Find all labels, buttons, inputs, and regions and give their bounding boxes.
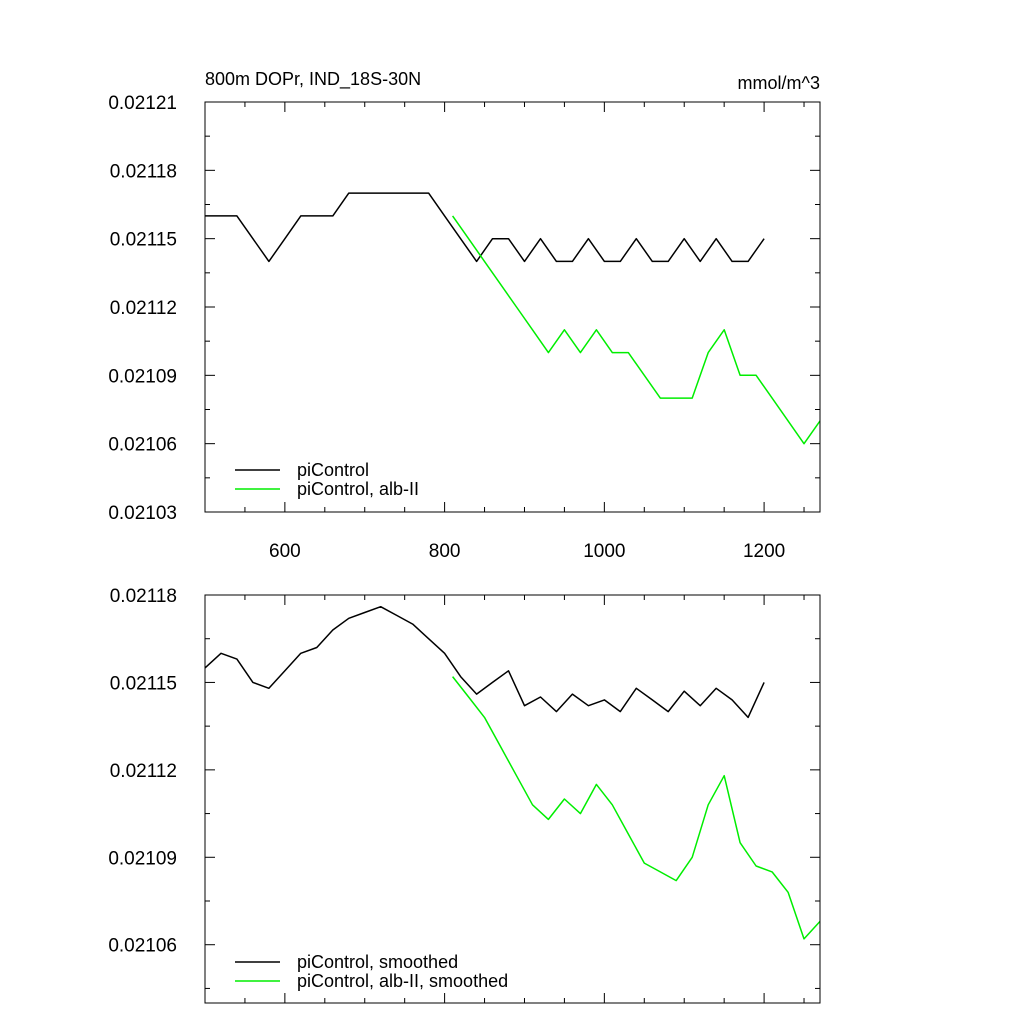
series-line-1-1 <box>452 676 821 940</box>
ytick-label-0: 0.02106 <box>108 936 177 957</box>
ytick-label-4: 0.02118 <box>110 586 177 607</box>
top-legend: piControl piControl, alb-II <box>235 460 419 499</box>
top-panel: 800m DOPr, IND_18S-30N mmol/m^3 0.021030… <box>108 69 821 562</box>
series-line-1-0 <box>204 605 765 719</box>
legend-label-picontrol-smoothed: piControl, smoothed <box>297 952 458 972</box>
xtick-label-1: 800 <box>429 541 461 562</box>
bottom-ticks: 0.02106 0.02109 0.02112 0.02115 0.02118 <box>108 586 820 1003</box>
legend-label-picontrol-alb-ii: piControl, alb-II <box>297 479 419 499</box>
top-series-lines <box>205 192 821 445</box>
ytick-label-1: 0.02106 <box>108 435 177 456</box>
legend-label-picontrol: piControl <box>297 460 369 480</box>
top-ticks: 0.02103 0.02106 0.02109 0.02112 0.02115 0.021… <box>108 93 820 562</box>
top-plot-frame <box>204 101 821 513</box>
ytick-label-6: 0.02121 <box>108 93 177 114</box>
ytick-label-3: 0.02115 <box>110 673 177 694</box>
ytick-label-0: 0.02103 <box>108 503 177 524</box>
xtick-label-3: 1200 <box>743 541 785 562</box>
series-line-0-0 <box>205 192 765 263</box>
ytick-label-5: 0.02118 <box>110 161 177 182</box>
legend-label-picontrol-alb-ii-smoothed: piControl, alb-II, smoothed <box>297 971 508 991</box>
bottom-plot-frame <box>204 594 821 1004</box>
ytick-label-4: 0.02115 <box>110 230 177 251</box>
series-line-0-1 <box>451 215 821 445</box>
bottom-panel: 0.02106 0.02109 0.02112 0.02115 0.02118 piCo… <box>108 586 821 1004</box>
bottom-series-lines <box>204 605 821 940</box>
bottom-legend: piControl, smoothed piControl, alb-II, s… <box>235 952 508 991</box>
units-label: mmol/m^3 <box>738 73 820 93</box>
xtick-label-2: 1000 <box>583 541 625 562</box>
chart-title: 800m DOPr, IND_18S-30N <box>205 69 421 90</box>
ytick-label-1: 0.02109 <box>108 848 177 869</box>
xtick-label-0: 600 <box>269 541 301 562</box>
ytick-label-2: 0.02112 <box>110 761 177 782</box>
ytick-label-3: 0.02112 <box>110 298 177 319</box>
ytick-label-2: 0.02109 <box>108 366 177 387</box>
